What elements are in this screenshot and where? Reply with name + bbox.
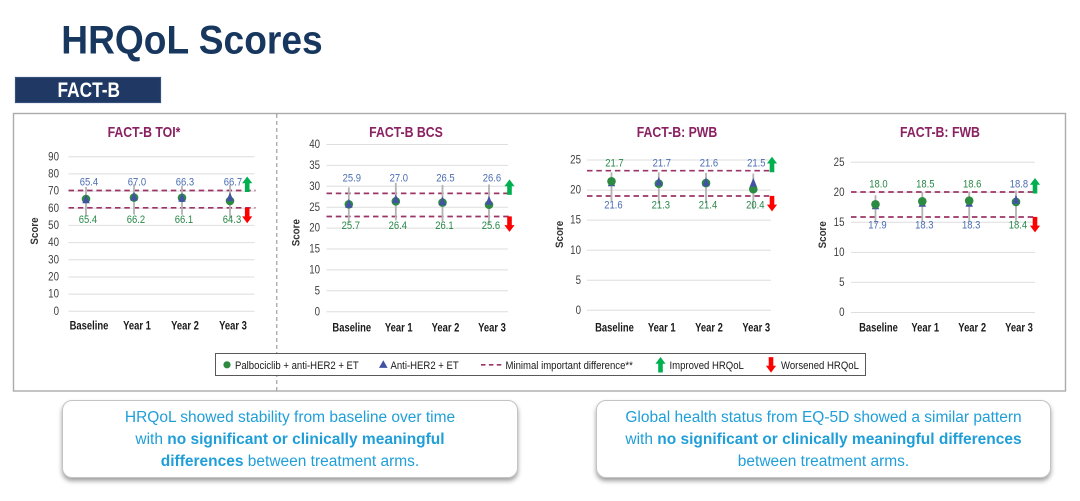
svg-text:25: 25 — [570, 154, 581, 167]
svg-text:Year 2: Year 2 — [432, 321, 460, 334]
svg-text:26.5: 26.5 — [436, 173, 455, 185]
svg-text:5: 5 — [839, 276, 844, 289]
svg-text:21.7: 21.7 — [605, 158, 624, 170]
svg-text:Year 3: Year 3 — [219, 320, 247, 333]
svg-text:25.7: 25.7 — [342, 221, 361, 233]
svg-text:FACT-B: FACT-B — [58, 79, 121, 102]
svg-text:0: 0 — [315, 305, 320, 318]
svg-text:21.5: 21.5 — [747, 158, 766, 170]
svg-text:18.5: 18.5 — [916, 179, 935, 191]
svg-text:18.4: 18.4 — [1009, 220, 1028, 232]
svg-text:Palbociclib + anti-HER2 + ET: Palbociclib + anti-HER2 + ET — [235, 360, 359, 372]
svg-text:0: 0 — [839, 306, 844, 319]
svg-text:18.3: 18.3 — [915, 220, 934, 232]
svg-text:Baseline: Baseline — [595, 321, 634, 334]
svg-text:60: 60 — [48, 202, 59, 215]
svg-text:10: 10 — [834, 246, 845, 259]
svg-text:65.4: 65.4 — [80, 177, 99, 189]
svg-text:66.2: 66.2 — [127, 214, 146, 226]
svg-text:21.4: 21.4 — [699, 200, 718, 212]
svg-text:66.3: 66.3 — [176, 177, 195, 189]
svg-text:Score: Score — [554, 221, 566, 248]
svg-text:20: 20 — [834, 186, 845, 199]
svg-text:35: 35 — [309, 159, 320, 172]
svg-text:Score: Score — [818, 221, 830, 248]
svg-text:Year 2: Year 2 — [958, 321, 986, 334]
svg-text:Year 2: Year 2 — [695, 321, 723, 334]
svg-text:5: 5 — [576, 274, 581, 287]
svg-text:20: 20 — [570, 184, 581, 197]
svg-text:67.0: 67.0 — [128, 177, 147, 189]
svg-text:21.3: 21.3 — [652, 200, 671, 212]
svg-text:21.6: 21.6 — [700, 158, 719, 170]
svg-text:Anti-HER2 + ET: Anti-HER2 + ET — [391, 360, 460, 372]
svg-text:25: 25 — [834, 156, 845, 169]
svg-text:21.6: 21.6 — [604, 200, 623, 212]
svg-text:20: 20 — [309, 222, 320, 235]
svg-text:17.9: 17.9 — [868, 220, 887, 232]
svg-text:Improved HRQoL: Improved HRQoL — [670, 360, 745, 372]
svg-text:Baseline: Baseline — [70, 320, 109, 333]
svg-text:Year 1: Year 1 — [385, 321, 413, 334]
svg-text:70: 70 — [48, 185, 59, 198]
svg-text:66.1: 66.1 — [175, 214, 194, 226]
svg-text:0: 0 — [54, 305, 59, 318]
svg-text:26.6: 26.6 — [483, 173, 502, 185]
svg-text:64.3: 64.3 — [223, 214, 242, 226]
svg-text:Baseline: Baseline — [332, 321, 371, 334]
svg-text:FACT-B: PWB: FACT-B: PWB — [637, 124, 718, 140]
svg-text:Year 1: Year 1 — [911, 321, 939, 334]
svg-text:25.6: 25.6 — [482, 221, 501, 233]
svg-text:15: 15 — [570, 214, 581, 227]
svg-text:18.6: 18.6 — [963, 179, 982, 191]
svg-text:10: 10 — [48, 288, 59, 301]
svg-text:18.0: 18.0 — [869, 179, 888, 191]
svg-text:0: 0 — [576, 304, 581, 317]
svg-text:90: 90 — [48, 150, 59, 163]
svg-text:15: 15 — [309, 243, 320, 256]
svg-text:21.7: 21.7 — [653, 158, 672, 170]
svg-text:50: 50 — [48, 219, 59, 232]
svg-text:Year 1: Year 1 — [123, 320, 151, 333]
svg-text:Year 2: Year 2 — [171, 320, 199, 333]
svg-text:27.0: 27.0 — [390, 173, 409, 185]
svg-text:FACT-B: FWB: FACT-B: FWB — [900, 124, 980, 140]
svg-text:10: 10 — [570, 244, 581, 257]
svg-text:25.9: 25.9 — [343, 173, 362, 185]
svg-text:5: 5 — [315, 284, 320, 297]
svg-text:18.8: 18.8 — [1010, 179, 1029, 191]
svg-text:Worsened HRQoL: Worsened HRQoL — [781, 360, 859, 372]
svg-text:80: 80 — [48, 168, 59, 181]
svg-text:Minimal important difference**: Minimal important difference** — [506, 360, 633, 372]
svg-text:20.4: 20.4 — [746, 200, 765, 212]
svg-text:Year 3: Year 3 — [742, 321, 770, 334]
svg-text:Score: Score — [291, 219, 303, 246]
svg-text:20: 20 — [48, 271, 59, 284]
svg-text:10: 10 — [309, 264, 320, 277]
svg-text:25: 25 — [309, 201, 320, 214]
svg-text:66.7: 66.7 — [224, 177, 243, 189]
svg-text:15: 15 — [834, 216, 845, 229]
svg-text:Baseline: Baseline — [859, 321, 898, 334]
svg-text:40: 40 — [309, 138, 320, 151]
svg-text:Year 1: Year 1 — [648, 321, 676, 334]
svg-text:HRQoL Scores: HRQoL Scores — [61, 19, 322, 63]
svg-text:40: 40 — [48, 236, 59, 249]
svg-text:FACT-B BCS: FACT-B BCS — [369, 124, 443, 140]
svg-text:65.4: 65.4 — [79, 214, 98, 226]
svg-text:Year 3: Year 3 — [1005, 321, 1033, 334]
svg-text:26.4: 26.4 — [389, 221, 408, 233]
svg-text:26.1: 26.1 — [435, 221, 454, 233]
svg-text:FACT-B TOI*: FACT-B TOI* — [108, 124, 182, 140]
svg-text:30: 30 — [309, 180, 320, 193]
svg-text:Score: Score — [30, 217, 42, 244]
svg-text:30: 30 — [48, 253, 59, 266]
svg-text:Year 3: Year 3 — [478, 321, 506, 334]
svg-text:18.3: 18.3 — [962, 220, 981, 232]
